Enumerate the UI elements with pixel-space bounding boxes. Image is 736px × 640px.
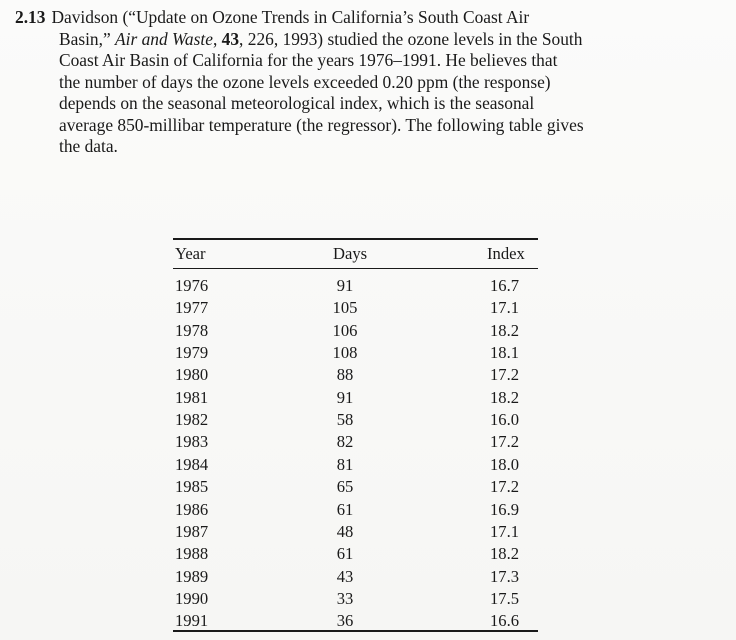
problem-text-line-2a: Basin,”	[59, 28, 116, 49]
cell-days: 36	[336, 611, 354, 631]
table-header-rule	[173, 268, 538, 270]
problem-statement: 2.13 Davidson (“Update on Ozone Trends in…	[15, 7, 721, 158]
table-row: 1986 61 16.9	[0, 500, 736, 520]
cell-index: 17.1	[490, 298, 520, 318]
problem-text-line-2: Basin,” Air and Waste, 43, 226, 1993) st…	[15, 29, 721, 51]
cell-index: 18.2	[490, 544, 520, 564]
table-row: 1988 61 18.2	[0, 544, 736, 564]
cell-year: 1984	[175, 454, 209, 474]
cell-year: 1991	[175, 611, 209, 631]
cell-days: 61	[336, 499, 354, 519]
cell-days: 48	[336, 521, 354, 541]
cell-year: 1982	[175, 410, 209, 430]
cell-days: 108	[332, 343, 358, 363]
table-row: 1989 43 17.3	[0, 567, 736, 587]
cell-year: 1977	[175, 298, 209, 318]
problem-first-line: 2.13 Davidson (“Update on Ozone Trends in…	[15, 7, 721, 29]
cell-days: 61	[336, 544, 354, 564]
problem-text-line-5: depends on the seasonal meteorological i…	[59, 93, 535, 113]
cell-days: 91	[336, 276, 354, 295]
header-year: Year	[175, 244, 206, 263]
cell-year: 1985	[175, 477, 209, 497]
table-row: 1979 108 18.1	[0, 343, 736, 363]
problem-number: 2.13	[15, 7, 46, 27]
cell-index: 16.0	[490, 410, 520, 430]
cell-index: 17.1	[490, 521, 520, 541]
cell-index: 17.3	[490, 566, 520, 586]
table-top-rule	[173, 238, 538, 240]
table-row: 1976 91 16.7	[0, 276, 736, 296]
cell-days: 88	[336, 365, 354, 385]
problem-text-line-4: the number of days the ozone levels exce…	[59, 71, 551, 92]
table-row: 1990 33 17.5	[0, 589, 736, 609]
table-row: 1981 91 18.2	[0, 388, 736, 408]
cell-index: 18.1	[490, 343, 520, 363]
problem-text-line-1: Davidson (“Update on Ozone Trends in Cal…	[51, 7, 530, 27]
table-row: 1977 105 17.1	[0, 298, 736, 318]
problem-text-line-6: average 850-millibar temperature (the re…	[59, 114, 584, 135]
cell-year: 1986	[175, 499, 209, 519]
cell-days: 65	[336, 477, 354, 497]
cell-days: 82	[336, 432, 354, 452]
table-row: 1982 58 16.0	[0, 410, 736, 430]
cell-days: 33	[336, 588, 354, 608]
cell-year: 1990	[175, 588, 209, 608]
header-days: Days	[333, 244, 368, 263]
cell-index: 16.7	[490, 276, 520, 295]
cell-index: 17.2	[490, 365, 520, 385]
cell-index: 17.2	[490, 477, 520, 497]
problem-text-line-7: the data.	[59, 136, 118, 156]
cell-index: 18.0	[490, 454, 520, 474]
cell-year: 1988	[175, 544, 209, 564]
table-row: 1978 106 18.2	[0, 321, 736, 341]
cell-year: 1976	[175, 276, 209, 295]
problem-text-line-2b: ,	[212, 28, 222, 49]
header-index: Index	[487, 244, 525, 263]
table-row: 1991 36 16.6	[0, 611, 736, 631]
table-row: 1987 48 17.1	[0, 522, 736, 542]
cell-index: 16.6	[490, 611, 520, 631]
cell-days: 81	[336, 454, 354, 474]
cell-days: 43	[336, 566, 354, 586]
cell-days: 106	[332, 320, 358, 340]
cell-year: 1983	[175, 432, 209, 452]
cell-year: 1979	[175, 343, 209, 363]
cell-index: 17.5	[490, 588, 520, 608]
table-bottom-rule	[173, 630, 538, 632]
cell-days: 58	[336, 410, 354, 430]
cell-year: 1987	[175, 521, 209, 541]
table-row: 1980 88 17.2	[0, 365, 736, 385]
cell-year: 1989	[175, 566, 209, 586]
cell-index: 16.9	[490, 499, 520, 519]
problem-text-line-3: Coast Air Basin of California for the ye…	[59, 50, 558, 70]
cell-index: 18.2	[490, 320, 520, 340]
cell-index: 17.2	[490, 432, 520, 452]
cell-days: 91	[336, 387, 354, 407]
table-row: 1984 81 18.0	[0, 455, 736, 475]
cell-year: 1978	[175, 320, 209, 340]
cell-year: 1980	[175, 365, 209, 385]
journal-volume: 43	[221, 28, 240, 49]
cell-index: 18.2	[490, 387, 520, 407]
table-row: 1983 82 17.2	[0, 432, 736, 452]
journal-name: Air and Waste	[115, 28, 213, 49]
cell-days: 105	[332, 298, 358, 318]
cell-year: 1981	[175, 387, 209, 407]
problem-text-line-2c: , 226, 1993) studied the ozone levels in…	[239, 28, 583, 49]
table-row: 1985 65 17.2	[0, 477, 736, 497]
